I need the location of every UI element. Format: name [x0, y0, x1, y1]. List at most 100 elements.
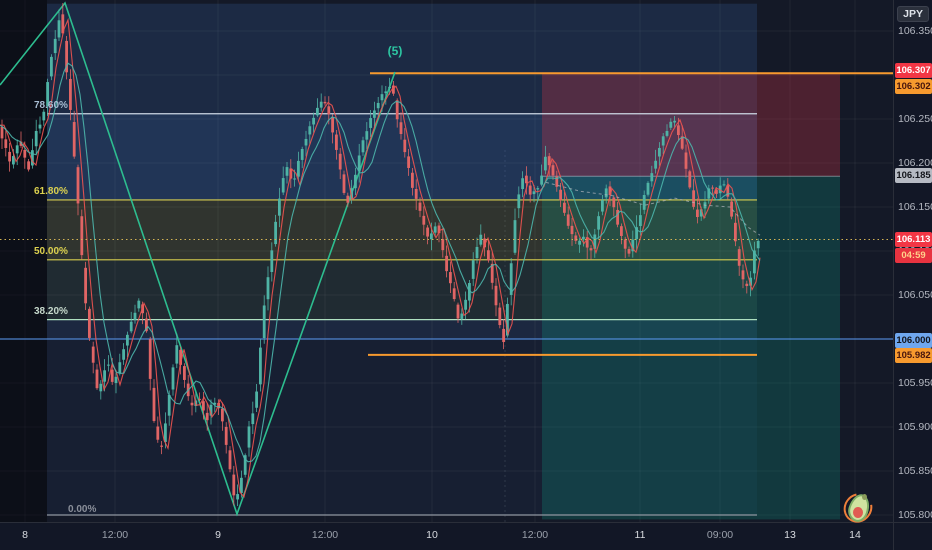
candle-body — [422, 215, 426, 225]
candle-body — [99, 383, 103, 392]
candle-body — [551, 165, 555, 176]
candle-body — [468, 283, 471, 301]
candle-body — [623, 239, 627, 249]
entry-price-label: 106.185 — [895, 168, 932, 183]
candle-body — [145, 318, 148, 332]
ma-fast-line — [0, 17, 761, 498]
candle-body — [680, 136, 684, 149]
candle-body — [183, 366, 186, 380]
candle-body — [346, 195, 350, 203]
candle-body — [350, 188, 353, 200]
candle-body — [27, 161, 30, 170]
candle-body — [566, 214, 570, 226]
fib-level-label: 0.00% — [68, 504, 97, 515]
chart-plot-area[interactable]: 78.60% 61.80% 50.00% 38.20% 0.00% (5) — [0, 0, 893, 529]
price-tick-label: 106.350 — [898, 25, 932, 37]
candle-body — [715, 189, 718, 194]
candle-body — [327, 106, 331, 115]
candle-body — [259, 347, 262, 385]
candle-body — [707, 188, 711, 199]
candle-body — [23, 149, 27, 158]
candle-body — [574, 235, 578, 241]
candle-body — [608, 186, 612, 196]
time-tick-label: 12:00 — [311, 529, 339, 541]
candle-body — [129, 321, 133, 332]
candle-body — [437, 225, 441, 234]
time-tick-label: 9 — [215, 529, 221, 541]
symbol-badge-button[interactable]: JPY — [897, 6, 929, 22]
candle-body — [232, 474, 236, 496]
candle-body — [620, 226, 623, 236]
candle-body — [228, 450, 232, 470]
candle-body — [137, 300, 141, 309]
candle-body — [19, 141, 23, 146]
fib-band — [47, 319, 757, 339]
candle-body — [563, 202, 566, 213]
price-axis[interactable]: JPY 106.350106.300106.250106.200106.1501… — [893, 0, 932, 522]
fib-band — [47, 199, 757, 260]
candle-body — [224, 426, 228, 445]
candle-body — [281, 178, 285, 193]
price-tick-label: 105.950 — [898, 377, 932, 389]
fib-band — [47, 3, 757, 114]
candle-body — [297, 160, 300, 177]
candle-body — [164, 423, 167, 442]
candle-body — [696, 209, 699, 218]
time-axis[interactable]: 8 12:00 9 12:00 10 12:00 11 09:00 13 14 — [0, 522, 893, 550]
candle-body — [395, 100, 399, 120]
candle-body — [642, 195, 646, 210]
time-tick-label: 11 — [634, 529, 646, 541]
candle-body — [133, 312, 137, 320]
candle-body — [12, 156, 15, 165]
candle-body — [76, 167, 80, 204]
candle-body — [616, 209, 619, 225]
candle-body — [221, 408, 224, 422]
candle-body — [559, 189, 562, 201]
candle-body — [502, 328, 505, 343]
candle-body — [475, 246, 479, 259]
zigzag-wave-line[interactable] — [0, 1, 396, 517]
candle-body — [167, 394, 171, 416]
short-position-profit-box[interactable] — [542, 176, 840, 520]
candle-body — [426, 227, 429, 237]
candle-body — [46, 82, 49, 107]
candle-body — [335, 134, 338, 150]
candle-body — [585, 237, 589, 248]
candle-body — [34, 130, 38, 147]
orange-line-price-label: 106.302 — [895, 79, 932, 94]
orange-line2-price-label: 105.982 — [895, 348, 932, 363]
candle-body — [84, 267, 87, 304]
left-dim-region — [0, 0, 47, 522]
fib-level-label: 61.80% — [34, 185, 68, 197]
candle-body — [399, 122, 403, 134]
candle-body — [756, 240, 760, 249]
time-tick-label: 8 — [22, 529, 28, 541]
candle-body — [631, 239, 635, 252]
candle-body — [407, 156, 410, 168]
elliott-wave-label[interactable]: (5) — [387, 44, 403, 58]
candle-body — [528, 185, 532, 195]
candle-body — [540, 175, 543, 185]
time-tick-label: 12:00 — [521, 529, 549, 541]
candle-body — [639, 215, 642, 227]
candle-body — [441, 239, 445, 251]
candle-body — [171, 367, 175, 390]
candle-body — [38, 124, 42, 129]
candle-body — [236, 494, 239, 500]
candle-body — [31, 150, 34, 166]
candle-body — [107, 364, 110, 366]
price-tick-label: 105.850 — [898, 465, 932, 477]
candle-body — [61, 14, 65, 34]
axis-corner — [893, 522, 932, 550]
candlestick-chart — [0, 0, 893, 522]
candle-body — [53, 38, 57, 54]
candle-body — [152, 387, 156, 421]
candle-body — [509, 263, 513, 295]
avocado-sticker-icon[interactable] — [837, 487, 879, 529]
candle-body — [0, 126, 4, 139]
time-tick-label: 14 — [849, 529, 861, 541]
candle-body — [365, 131, 369, 140]
candle-body — [380, 94, 384, 101]
candle-body — [312, 117, 315, 125]
